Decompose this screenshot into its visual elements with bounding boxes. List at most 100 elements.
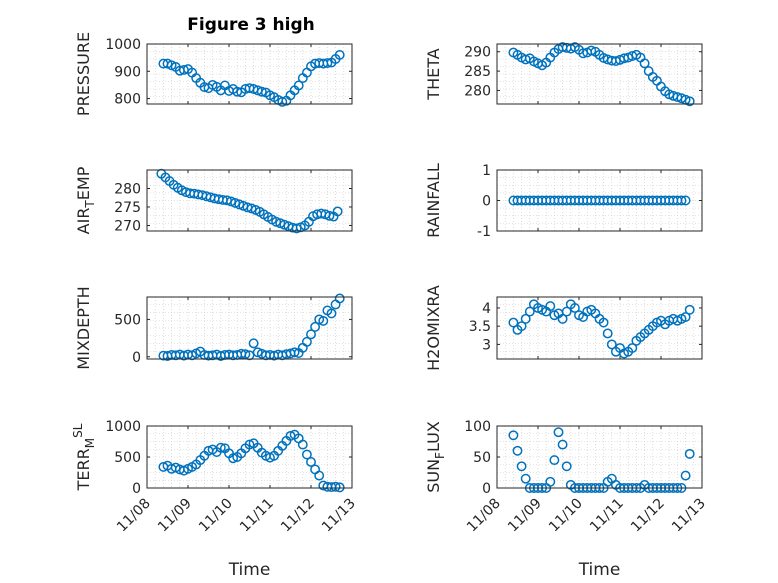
y-axis-label: RAINFALL [424,163,443,238]
data-point [684,304,695,315]
axes-box [146,43,353,105]
y-axis-label: AIRTEMP [74,166,97,234]
data-point [289,347,300,358]
subplot-3: -1 0 1 RAINFALL [424,163,703,240]
y-tick-label: 285 [464,64,491,80]
data-point [520,473,531,484]
data-point [334,293,345,304]
data-point [680,312,691,323]
y-axis-label-tail: EMP [74,166,93,200]
y-axis-label-base: THETA [424,48,443,100]
y-tick-label: 3.5 [469,319,491,335]
data-point [330,481,341,492]
grid [497,426,702,488]
x-tick-label: 11/12 [628,496,668,536]
data-point [557,313,568,324]
axes-box [146,296,353,360]
axes-box [496,296,703,360]
data-point [684,448,695,459]
y-tick-label: 270 [114,218,141,234]
y-axis-label-base: SUN [424,459,443,493]
subplot-5: 3 3.5 4 H2OMIXRA [424,285,703,371]
y-axis-label: H2OMIXRA [424,285,443,371]
y-tick-label: 0 [482,481,491,497]
data-point [277,96,288,107]
data-point [334,482,345,493]
x-tick-label: 11/08 [464,496,504,536]
data-point [332,206,343,217]
x-tick-label: 11/11 [587,496,627,536]
y-tick-label: 3 [482,337,491,353]
data-point [606,339,617,350]
y-axis-label: SUNFLUX [424,421,447,493]
data-point [248,338,259,349]
data-point [318,315,329,326]
data-point [512,445,523,456]
subplot-2: 270 275 280 AIRTEMP [74,166,353,234]
data-point [639,58,650,69]
y-tick-label: 900 [114,64,141,80]
x-tick-label: 11/13 [669,496,709,536]
axes-box [496,43,703,105]
y-axis-label-sub: M [83,438,97,448]
y-axis-label: MIXDEPTH [74,286,93,369]
y-tick-label: 1000 [105,419,141,435]
y-axis-label-base: RAINFALL [424,163,443,238]
y-tick-label: -1 [477,224,491,240]
data-point [306,457,316,467]
y-axis-label-base: PRESSURE [74,32,93,116]
x-tick-label: 11/10 [546,496,586,536]
y-tick-label: 290 [464,45,491,61]
y-tick-label: 500 [114,312,141,328]
series-markers [508,195,691,206]
data-point [549,455,560,466]
y-axis-label-base: AIR [74,208,93,235]
series-markers [508,299,695,359]
data-point [684,96,695,107]
data-point [244,439,255,450]
data-point [524,306,535,317]
y-tick-label: 4 [482,301,491,317]
data-point [228,453,239,464]
subplot-0: 800 900 1000 PRESSURE [74,32,353,116]
data-point [557,439,568,450]
subplot-6: 0 500 1000 TERRMSL 11/08 11/09 11/10 11/11 11/12… [71,419,359,580]
y-tick-label: 280 [464,83,491,99]
x-tick-label: 11/09 [505,496,545,536]
data-point [602,328,613,339]
y-axis-label-sub: T [83,200,97,209]
y-tick-label: 275 [114,200,141,216]
y-tick-label: 280 [114,181,141,197]
y-tick-label: 0 [132,481,141,497]
subplot-7: 0 50 100 SUNFLUX 11/08 11/09 11/10 11/11 11/12 11… [424,419,709,580]
y-tick-label: 800 [114,92,141,108]
data-point [680,470,691,481]
figure-title: Figure 3 high [187,15,315,35]
data-point [561,461,572,472]
data-point [508,430,519,441]
data-point [516,321,527,332]
y-axis-label-sup: SL [71,423,85,438]
data-point [334,49,345,60]
axes-box [146,169,353,232]
y-tick-label: 1 [482,163,491,179]
y-tick-label: 50 [473,450,491,466]
data-point [306,329,316,340]
data-point [553,427,564,438]
data-point [326,308,337,319]
subplot-4: 0 500 MIXDEPTH [74,286,353,370]
data-point [508,317,519,328]
data-point [215,442,226,453]
axes-box [146,425,353,489]
series-markers [158,49,345,107]
y-axis-label-base: H2OMIXRA [424,285,443,371]
y-axis-label: TERRMSL [71,423,97,491]
y-axis-label: THETA [424,48,443,100]
data-point [520,313,531,324]
subplot-1: 280 285 290 THETA [424,42,703,107]
data-point [256,86,267,97]
y-tick-label: 1000 [105,37,141,53]
y-tick-label: 0 [482,194,491,210]
x-tick-label: 11/11 [237,496,277,536]
data-point [627,343,638,354]
